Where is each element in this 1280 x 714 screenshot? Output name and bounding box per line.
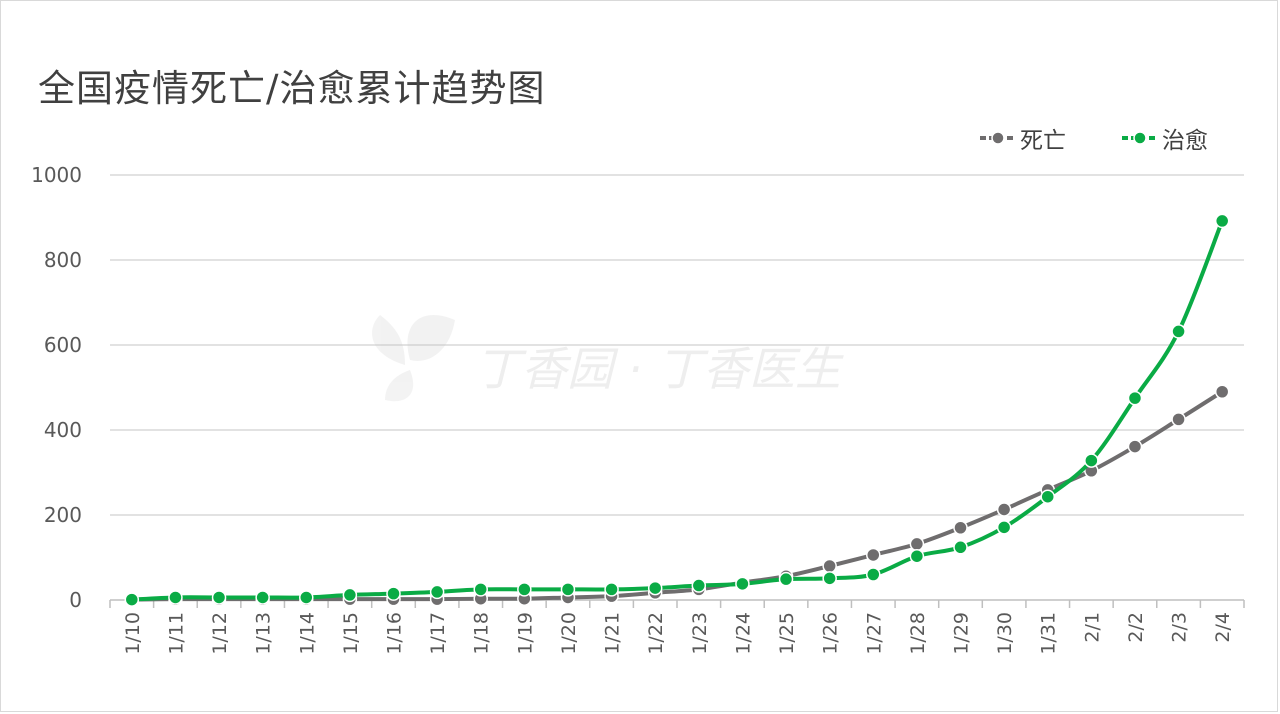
x-tick-label: 1/13 <box>253 612 275 655</box>
x-tick-label: 1/12 <box>209 612 231 655</box>
watermark: 丁香园 · 丁香医生 <box>372 314 844 402</box>
x-tick-label: 1/30 <box>994 612 1016 655</box>
data-point <box>1214 213 1230 229</box>
data-point <box>299 590 314 605</box>
y-axis-ticks: 0 200 400 600 800 1000 <box>31 163 82 612</box>
data-point <box>1171 324 1186 339</box>
x-tick-label: 1/14 <box>296 612 318 655</box>
x-tick-label: 2/2 <box>1125 612 1147 643</box>
data-point <box>1040 489 1055 504</box>
x-tick-label: 2/1 <box>1081 612 1103 643</box>
x-tick-label: 1/23 <box>689 612 711 655</box>
x-tick-label: 1/11 <box>165 612 187 655</box>
data-point <box>386 586 401 601</box>
data-point <box>953 540 968 555</box>
x-tick-label: 1/15 <box>340 612 362 655</box>
data-point <box>211 590 227 605</box>
legend-marker-recovered <box>1122 131 1158 145</box>
x-tick-label: 1/29 <box>951 612 973 655</box>
y-tick-label: 800 <box>44 248 82 272</box>
legend-label-deaths: 死亡 <box>1020 128 1066 154</box>
series-recovered <box>124 213 1230 607</box>
watermark-leaf-icon <box>372 314 455 402</box>
data-point <box>691 578 707 593</box>
legend-item-recovered: 治愈 <box>1120 124 1208 154</box>
data-point <box>953 520 968 535</box>
y-tick-label: 400 <box>44 418 82 442</box>
data-point <box>866 567 881 582</box>
x-tick-label: 1/18 <box>471 612 493 655</box>
x-tick-label: 1/25 <box>776 612 798 655</box>
data-point <box>909 548 925 564</box>
data-point <box>1084 453 1099 468</box>
y-tick-label: 200 <box>44 503 82 527</box>
data-point <box>604 582 619 597</box>
data-point <box>822 571 837 586</box>
y-tick-label: 0 <box>69 588 82 612</box>
data-point <box>124 592 140 607</box>
x-tick-label: 1/10 <box>122 612 144 655</box>
x-tick-label: 1/28 <box>907 612 929 655</box>
data-point <box>1127 390 1143 406</box>
legend-label-recovered: 治愈 <box>1162 128 1208 154</box>
x-tick-label: 2/4 <box>1212 612 1234 643</box>
x-tick-label: 2/3 <box>1169 612 1191 643</box>
data-point <box>473 582 488 597</box>
data-point <box>429 584 445 600</box>
series-lines <box>124 213 1230 607</box>
x-tick-label: 1/22 <box>645 612 667 655</box>
data-point <box>1214 384 1230 399</box>
y-tick-label: 1000 <box>31 163 82 187</box>
chart-title: 全国疫情死亡/治愈累计趋势图 <box>38 67 546 110</box>
x-tick-label: 1/27 <box>863 612 885 655</box>
x-tick-label: 1/20 <box>558 612 580 655</box>
data-point <box>822 558 837 574</box>
x-tick-label: 1/21 <box>602 612 624 655</box>
x-tick-label: 1/31 <box>1038 612 1060 655</box>
data-point <box>647 580 663 596</box>
data-point <box>866 547 881 563</box>
data-point <box>255 590 270 605</box>
data-point <box>778 571 794 587</box>
legend-marker-deaths <box>980 131 1016 145</box>
series-line <box>131 220 1225 602</box>
x-tick-label: 1/24 <box>732 612 754 655</box>
data-point <box>735 576 750 592</box>
x-tick-label: 1/19 <box>514 612 536 655</box>
x-tick-label: 1/26 <box>820 612 842 655</box>
watermark-text: 丁香园 · 丁香医生 <box>475 342 844 396</box>
x-tick-label: 1/16 <box>384 612 406 655</box>
legend-item-deaths: 死亡 <box>978 124 1066 154</box>
series-line <box>131 390 1224 602</box>
x-tick-label: 1/17 <box>427 612 449 655</box>
data-point <box>996 520 1012 535</box>
data-point <box>909 536 925 552</box>
data-point <box>1127 439 1143 454</box>
data-point <box>517 582 532 597</box>
x-axis: 1/10 1/11 1/12 1/13 1/14 1/15 1/16 1/17 1/18 1/19… <box>109 599 1245 655</box>
y-tick-label: 600 <box>44 333 82 357</box>
data-point <box>168 590 183 605</box>
series-deaths <box>124 384 1230 607</box>
gridlines <box>110 174 1244 516</box>
data-point <box>1171 412 1186 427</box>
data-point <box>560 582 576 597</box>
data-point <box>342 587 358 603</box>
data-point <box>996 502 1012 517</box>
